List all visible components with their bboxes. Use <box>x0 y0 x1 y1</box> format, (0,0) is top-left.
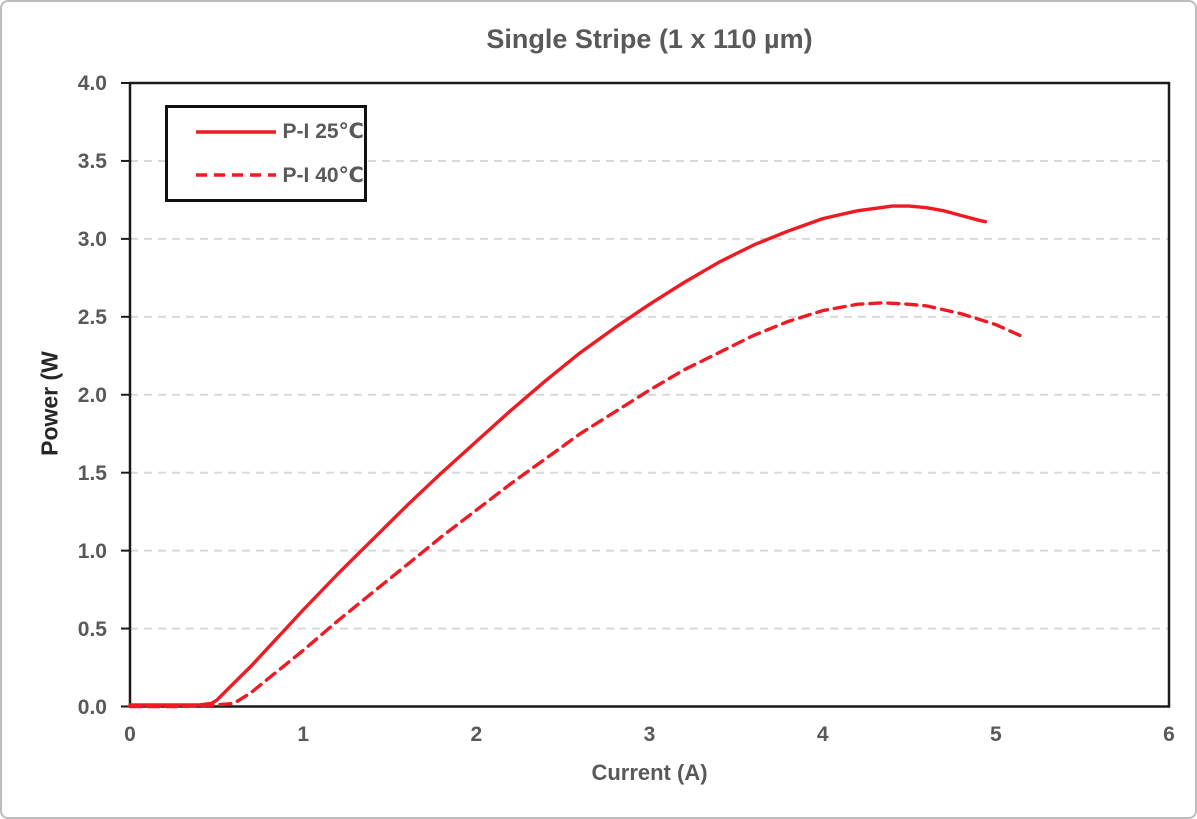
x-axis-title: Current (A) <box>591 760 708 785</box>
legend-label-40c: P-I 40℃ <box>282 163 364 187</box>
y-axis-title: Power (W <box>36 351 63 456</box>
legend-item-25c: P-I 25℃ <box>194 119 364 144</box>
legend-dashed-line-icon <box>196 173 276 177</box>
y-tick-label: 4.0 <box>77 72 107 95</box>
series-p-i-25℃ <box>128 204 988 707</box>
y-tick-label: 1.0 <box>77 539 107 563</box>
y-tick-label: 3.0 <box>77 227 107 251</box>
y-tick-label: 0.0 <box>77 695 107 719</box>
x-tick-label: 6 <box>1163 723 1175 746</box>
y-tick-label: 2.0 <box>77 383 107 407</box>
legend-label-25c: P-I 25℃ <box>282 120 364 144</box>
legend: P-I 25℃ P-I 40℃ <box>165 105 367 202</box>
x-tick-label: 3 <box>643 723 656 746</box>
x-tick-label: 2 <box>470 723 483 746</box>
legend-solid-line-icon <box>196 130 276 134</box>
y-tick-label: 1.5 <box>77 461 107 485</box>
x-tick-label: 5 <box>989 723 1002 746</box>
series-p-i-40℃ <box>128 301 1022 709</box>
x-tick-label: 4 <box>816 723 829 746</box>
y-tick-label: 0.5 <box>77 617 107 641</box>
legend-item-40c: P-I 40℃ <box>194 163 364 188</box>
y-tick-label: 2.5 <box>77 305 107 329</box>
x-tick-label: 0 <box>124 723 136 746</box>
chart-title: Single Stripe (1 x 110 µm) <box>486 24 813 54</box>
x-tick-label: 1 <box>297 723 309 746</box>
y-tick-label: 3.5 <box>77 149 107 173</box>
